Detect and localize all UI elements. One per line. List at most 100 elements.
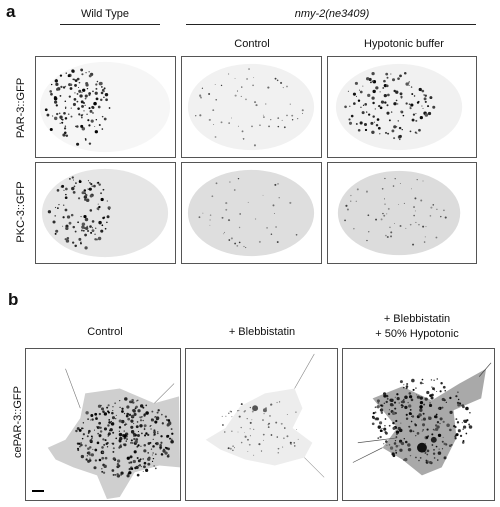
- speckle: [390, 235, 393, 238]
- speckle: [350, 194, 352, 197]
- speckle: [393, 137, 396, 140]
- speckle: [170, 428, 173, 430]
- speckle: [58, 112, 61, 115]
- speckle: [432, 428, 435, 431]
- speckle: [410, 103, 414, 107]
- speckle: [237, 410, 239, 412]
- speckle: [418, 128, 421, 132]
- speckle: [385, 400, 388, 404]
- speckle: [95, 238, 98, 241]
- speckle: [266, 227, 268, 229]
- speckle: [147, 451, 150, 454]
- speckle: [78, 113, 81, 116]
- speckle: [166, 434, 170, 438]
- speckle: [88, 92, 91, 95]
- speckle: [422, 225, 425, 228]
- speckle: [168, 421, 172, 425]
- speckle: [269, 414, 271, 417]
- speckle: [386, 444, 388, 446]
- speckle: [169, 437, 172, 440]
- speckle: [99, 430, 103, 433]
- speckle: [421, 423, 426, 427]
- rule-wild-type: [60, 24, 160, 25]
- speckle: [388, 444, 391, 446]
- speckle: [81, 191, 85, 195]
- speckle: [385, 394, 389, 398]
- speckle: [99, 426, 102, 429]
- speckle: [372, 115, 375, 118]
- speckle: [91, 418, 94, 421]
- speckle: [159, 448, 161, 450]
- speckle: [286, 85, 288, 88]
- speckle: [426, 449, 430, 453]
- speckle: [398, 445, 400, 447]
- speckle: [107, 424, 110, 427]
- speckle: [424, 100, 427, 103]
- speckle: [153, 465, 155, 467]
- speckle: [411, 378, 415, 383]
- speckle: [89, 109, 93, 113]
- speckle: [465, 432, 468, 435]
- speckle: [102, 438, 105, 441]
- speckle: [465, 406, 469, 411]
- speckle: [415, 221, 417, 223]
- speckle: [387, 93, 390, 97]
- speckle: [293, 445, 296, 447]
- speckle: [380, 218, 383, 221]
- speckle: [416, 179, 418, 181]
- speckle: [435, 413, 438, 416]
- scale-bar: [32, 490, 44, 492]
- speckle: [384, 131, 388, 134]
- speckle: [254, 218, 257, 220]
- speckle: [84, 94, 88, 98]
- speckle: [392, 185, 395, 187]
- panel-b-letter: b: [8, 290, 19, 309]
- speckle: [296, 118, 299, 120]
- speckle: [86, 452, 89, 454]
- speckle: [238, 410, 240, 412]
- speckle: [412, 113, 416, 116]
- speckle: [419, 457, 422, 459]
- speckle: [400, 110, 403, 113]
- speckle: [283, 437, 285, 440]
- speckle: [383, 402, 386, 404]
- speckle: [79, 179, 81, 182]
- speckle: [106, 406, 109, 409]
- speckle: [54, 79, 58, 83]
- speckle: [268, 125, 270, 128]
- speckle: [443, 442, 447, 446]
- speckle: [149, 441, 152, 444]
- speckle: [436, 208, 438, 210]
- speckle: [350, 200, 352, 202]
- speckle: [399, 448, 403, 452]
- speckle: [347, 90, 350, 92]
- row-label-par3: PAR-3::GFP: [15, 77, 27, 139]
- speckle: [112, 442, 115, 445]
- speckle: [244, 435, 247, 438]
- speckle: [102, 216, 105, 220]
- speckle: [209, 219, 211, 221]
- speckle: [138, 416, 140, 418]
- speckle: [379, 91, 381, 93]
- speckle: [87, 432, 90, 434]
- speckle: [431, 444, 434, 446]
- speckle: [412, 243, 415, 246]
- speckle: [103, 87, 106, 90]
- speckle: [195, 115, 197, 117]
- speckle: [62, 204, 65, 206]
- speckle: [80, 124, 84, 128]
- speckle: [455, 433, 459, 437]
- speckle: [131, 409, 134, 411]
- speckle: [112, 474, 115, 476]
- speckle: [357, 128, 361, 132]
- speckle: [56, 189, 60, 192]
- header-control-a: Control: [234, 38, 270, 50]
- speckle: [145, 432, 148, 435]
- speckle: [101, 224, 104, 227]
- speckle: [398, 134, 402, 138]
- speckle: [89, 439, 93, 443]
- panel-a-letter: a: [6, 2, 16, 21]
- speckle: [91, 229, 95, 233]
- speckle: [416, 132, 418, 134]
- speckle: [280, 422, 283, 425]
